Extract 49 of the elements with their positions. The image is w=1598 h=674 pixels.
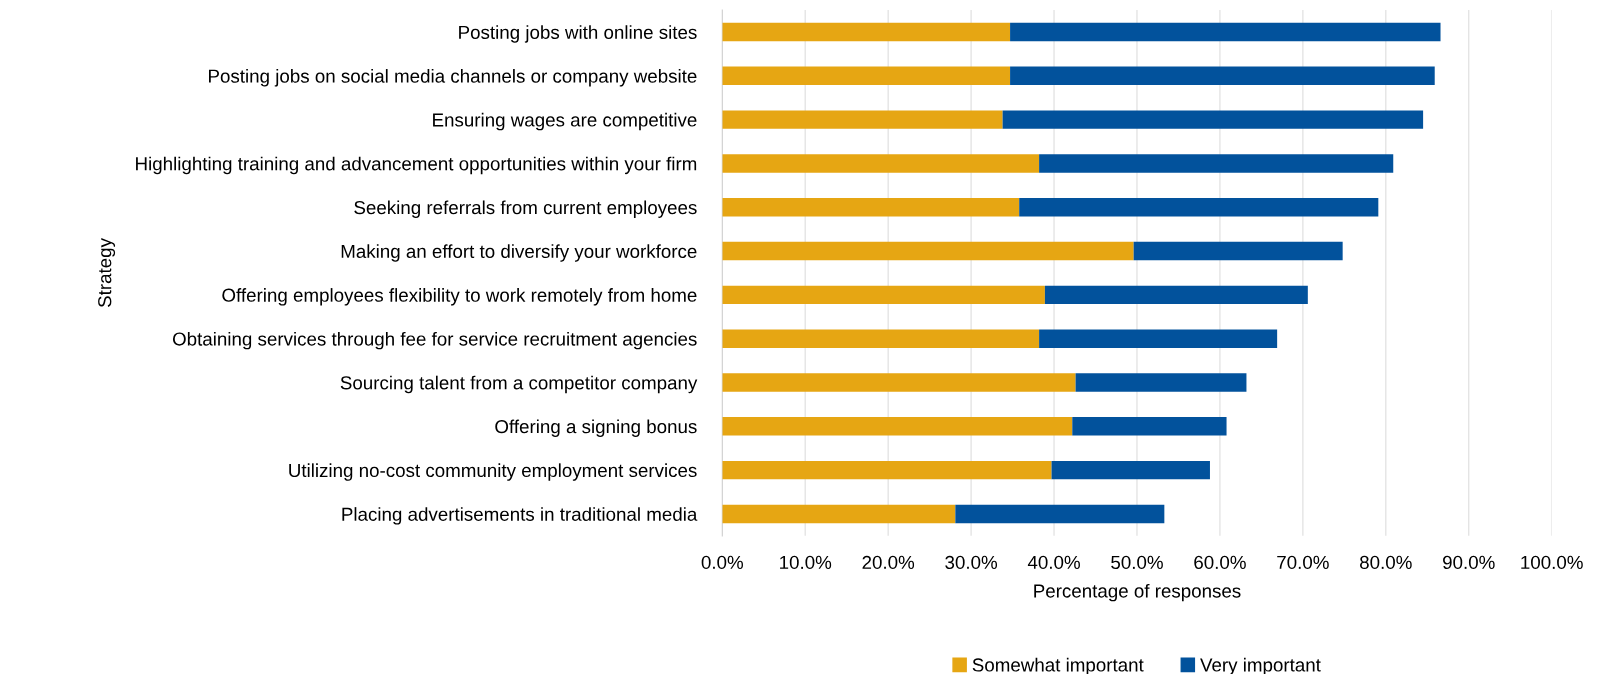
bar: [1072, 417, 1227, 436]
y-tick-label: Placing advertisements in traditional media: [342, 507, 698, 525]
bar: [1075, 373, 1247, 392]
bar: [1051, 460, 1210, 480]
bar: [1010, 22, 1441, 42]
x-tick-label: 100.0%: [1521, 555, 1583, 570]
x-tick-label: 80.0%: [1360, 555, 1412, 570]
bar: [1002, 110, 1424, 129]
bar: [1039, 154, 1394, 173]
y-tick-label: Offering a signing bonus: [495, 419, 697, 437]
y-tick-label: Obtaining services through fee for service recruitment agencies: [172, 331, 697, 350]
x-axis-title: Percentage of responses: [1034, 583, 1241, 602]
bar: [722, 154, 1040, 173]
y-axis-title: Strategy: [98, 238, 116, 308]
x-tick-label: 50.0%: [1111, 555, 1163, 570]
y-tick-label: Posting jobs on social media channels or company website: [209, 69, 697, 87]
y-tick-label: Utilizing no-cost community employment services: [289, 463, 697, 481]
bar: [1010, 66, 1435, 86]
bar: [722, 329, 1040, 348]
bar: [1039, 329, 1278, 348]
bar: [722, 504, 956, 524]
x-tick-label: 60.0%: [1194, 555, 1246, 570]
bar: [722, 417, 1073, 436]
bar: [722, 110, 1003, 129]
y-tick-label: Highlighting training and advancement opportunities within your firm: [136, 156, 697, 175]
y-tick-label: Ensuring wages are competitive: [433, 112, 697, 131]
x-tick-label: 0.0%: [701, 555, 743, 570]
bar: [722, 22, 1011, 42]
bar: [1019, 198, 1379, 217]
x-tick-label: 40.0%: [1027, 555, 1080, 570]
bar: [722, 285, 1045, 305]
x-tick-label: 10.0%: [780, 555, 832, 570]
bar: [722, 373, 1076, 392]
x-tick-label: 20.0%: [862, 555, 915, 570]
bar: [722, 66, 1011, 86]
y-tick-label: Posting jobs with online sites: [459, 25, 697, 43]
y-tick-label: Sourcing talent from a competitor company: [340, 375, 698, 394]
x-tick-label: 90.0%: [1443, 555, 1495, 570]
bar: [722, 198, 1020, 217]
bar: [722, 460, 1052, 480]
bar: [722, 241, 1134, 261]
x-tick-label: 30.0%: [945, 555, 998, 570]
bar: [1044, 285, 1308, 305]
bar: [955, 504, 1165, 524]
x-tick-label: 70.0%: [1277, 555, 1329, 570]
y-tick-label: Seeking referrals from current employees: [354, 200, 697, 218]
y-tick-label: Making an effort to diversify your workforce: [341, 244, 697, 262]
bar: [1133, 241, 1343, 261]
y-tick-label: Offering employees flexibility to work remotely from home: [222, 288, 697, 306]
